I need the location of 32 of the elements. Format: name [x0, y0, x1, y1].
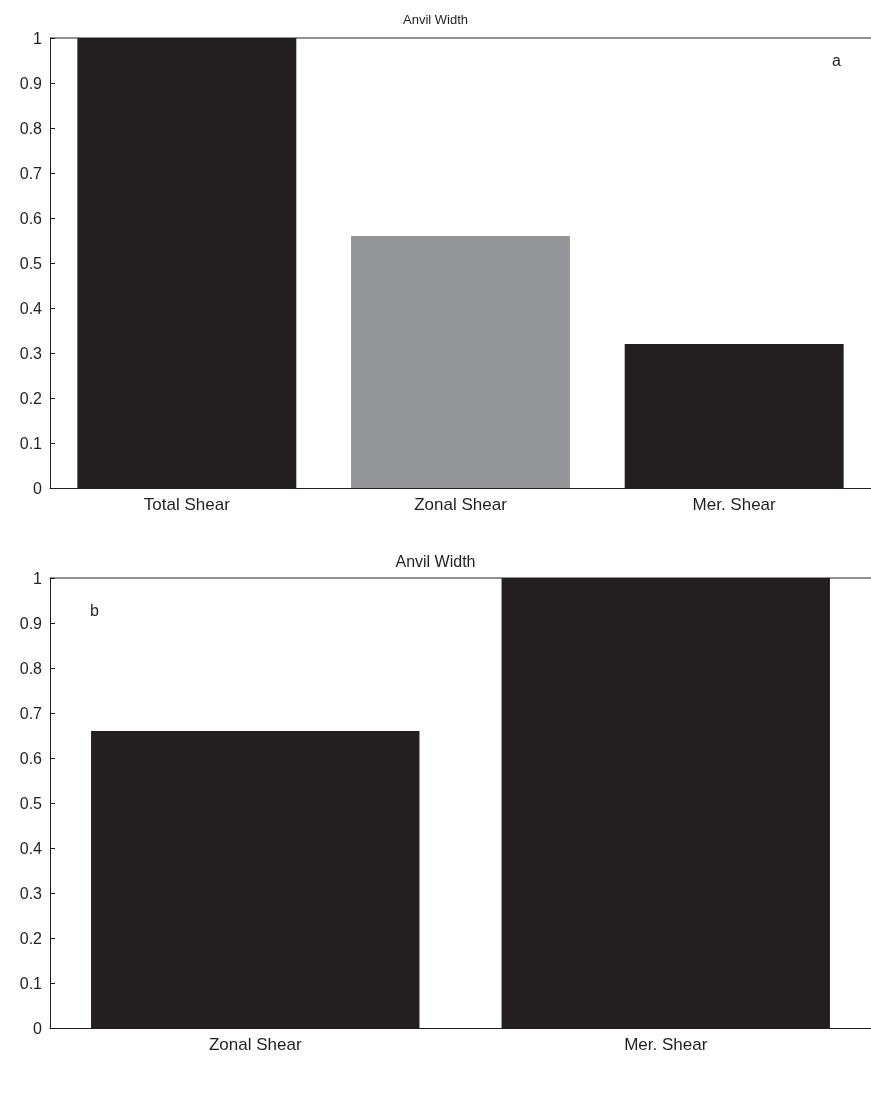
- y-tick-label: 0.7: [19, 704, 43, 722]
- x-tick-label: Total Shear: [143, 495, 231, 514]
- y-tick-label: 0.4: [19, 299, 43, 317]
- y-tick-label: 0.3: [19, 344, 43, 362]
- y-tick-label: 0.8: [19, 659, 43, 677]
- y-tick-label: 0.6: [19, 209, 43, 227]
- x-tick-label: Mer. Shear: [624, 1035, 708, 1054]
- x-tick-label: Zonal Shear: [414, 495, 508, 514]
- chart-title: Anvil Width: [402, 12, 469, 27]
- y-tick-label: 0.3: [19, 884, 43, 902]
- y-tick-label: 0.5: [19, 254, 43, 272]
- bar: [351, 236, 570, 488]
- y-tick-label: 0.4: [19, 839, 43, 857]
- y-tick-label: 0.2: [19, 929, 43, 947]
- y-tick-label: 0.1: [19, 974, 43, 992]
- y-tick-label: 1: [33, 569, 43, 587]
- annotation: a: [832, 51, 842, 69]
- y-tick-label: 1: [33, 29, 43, 47]
- y-tick-label: 0.1: [19, 434, 43, 452]
- y-tick-label: 0.7: [19, 164, 43, 182]
- y-tick-label: 0.8: [19, 119, 43, 137]
- annotation: b: [90, 601, 99, 619]
- y-tick-label: 0.5: [19, 794, 43, 812]
- y-tick-label: 0.9: [19, 74, 43, 92]
- y-tick-label: 0.2: [19, 389, 43, 407]
- x-tick-label: Mer. Shear: [692, 495, 777, 514]
- chart-title: Anvil Width: [395, 552, 476, 570]
- y-tick-label: 0: [33, 479, 43, 497]
- y-tick-label: 0.6: [19, 749, 43, 767]
- y-tick-label: 0: [33, 1019, 43, 1037]
- x-tick-label: Zonal Shear: [208, 1035, 302, 1054]
- y-tick-label: 0.9: [19, 614, 43, 632]
